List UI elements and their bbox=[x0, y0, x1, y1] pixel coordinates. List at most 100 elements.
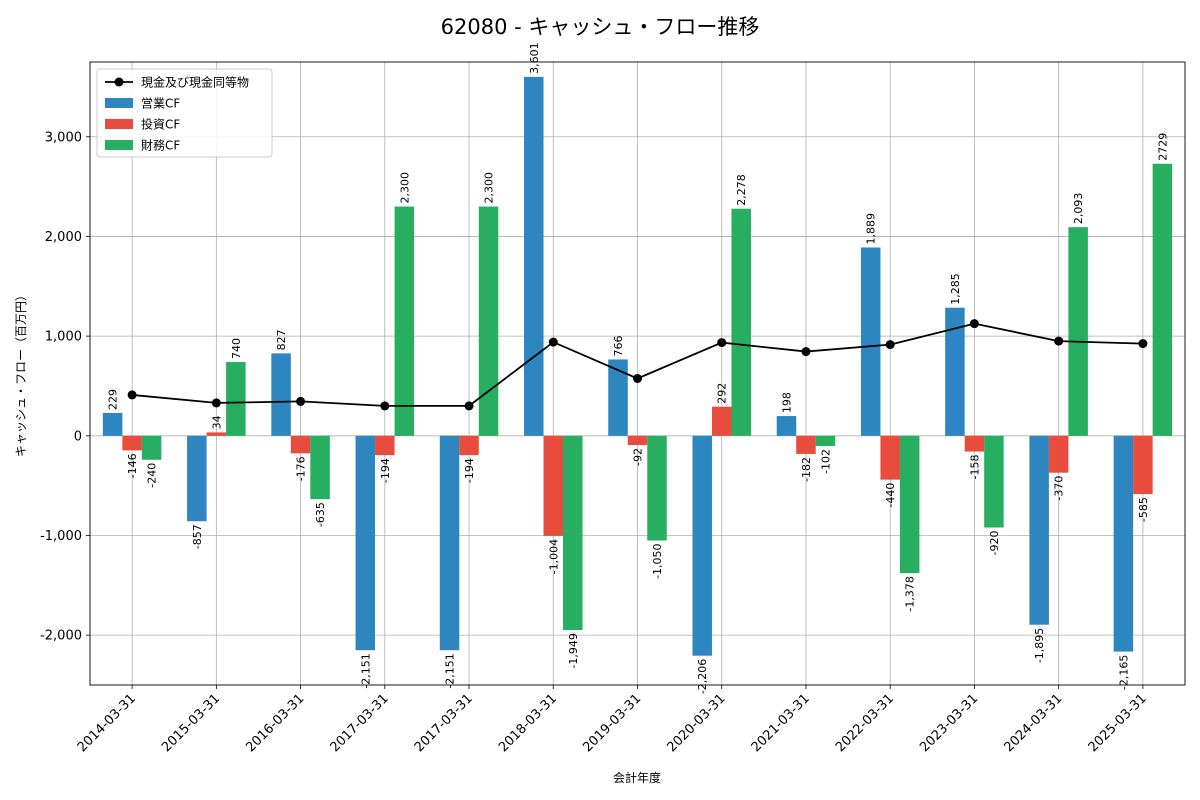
x-tick-label: 2014-03-31 bbox=[75, 691, 139, 755]
bar-value-label: -176 bbox=[295, 456, 308, 481]
bar-financing bbox=[984, 435, 1004, 528]
cash-line-marker bbox=[127, 390, 137, 400]
bar-value-label: -1,378 bbox=[904, 576, 917, 611]
legend-label: 営業CF bbox=[141, 97, 180, 111]
plot-frame bbox=[89, 61, 1186, 686]
bar-financing bbox=[647, 435, 667, 541]
bar-value-label: 1,285 bbox=[949, 273, 962, 305]
bar-investing bbox=[206, 432, 227, 436]
cash-line-marker bbox=[296, 396, 306, 406]
bar-operating bbox=[945, 307, 965, 436]
cash-line bbox=[127, 319, 1148, 411]
data-labels: 229 -857 827 -2,151 -2,151 3,601 766 -2,206 198 1… bbox=[107, 42, 1170, 694]
bar-investing bbox=[122, 435, 142, 451]
cash-line-marker bbox=[380, 401, 390, 411]
bar-financing bbox=[815, 435, 836, 446]
x-tick-label: 2019-03-31 bbox=[580, 691, 644, 755]
bar-value-label: 740 bbox=[230, 338, 243, 359]
legend-label: 現金及び現金同等物 bbox=[141, 75, 249, 90]
bar-value-label: 2,300 bbox=[398, 172, 411, 204]
bar-value-label: 292 bbox=[716, 383, 729, 404]
y-axis-label: キャッシュ・フロー（百万円） bbox=[14, 289, 28, 457]
legend-swatch bbox=[105, 119, 133, 129]
bar-value-label: -857 bbox=[191, 524, 204, 549]
bar-financing bbox=[226, 362, 246, 436]
x-tick-label: 2017-03-31 bbox=[412, 691, 476, 755]
x-axis-label: 会計年度 bbox=[613, 770, 661, 785]
bar-operating bbox=[860, 247, 881, 436]
bar-operating bbox=[608, 359, 628, 436]
cash-line-marker bbox=[633, 373, 642, 383]
bar-investing bbox=[1133, 435, 1153, 495]
bar-value-label: -635 bbox=[314, 502, 327, 527]
cash-line-marker bbox=[464, 401, 474, 411]
legend-swatch bbox=[105, 140, 133, 150]
legend-label: 投資CF bbox=[141, 117, 180, 132]
bar-investing bbox=[543, 435, 564, 536]
bar-investing bbox=[880, 435, 900, 480]
bar-value-label: 827 bbox=[275, 329, 288, 350]
x-tick-label: 2023-03-31 bbox=[917, 691, 981, 755]
bar-value-label: -194 bbox=[463, 458, 476, 483]
bar-value-label: 198 bbox=[780, 392, 793, 413]
bar-value-label: 766 bbox=[612, 335, 625, 356]
bar-operating bbox=[102, 412, 123, 436]
legend-box bbox=[96, 68, 273, 158]
x-tick-label: 2017-03-31 bbox=[328, 691, 392, 755]
bar-value-label: -2,151 bbox=[444, 653, 457, 688]
bar-financing bbox=[899, 435, 920, 574]
bar-value-label: -1,895 bbox=[1033, 628, 1046, 663]
bar-value-label: -2,165 bbox=[1117, 655, 1130, 690]
bar-value-label: -92 bbox=[632, 448, 645, 466]
bar-value-label: 2,278 bbox=[735, 174, 748, 206]
y-tick-label: 1,000 bbox=[45, 330, 82, 345]
x-tick-label: 2016-03-31 bbox=[243, 691, 307, 755]
bar-financing bbox=[1068, 227, 1088, 436]
bar-operating bbox=[439, 435, 460, 651]
bar-investing bbox=[459, 435, 479, 456]
bar-value-label: -585 bbox=[1137, 497, 1150, 522]
bar-value-label: 229 bbox=[107, 389, 120, 410]
x-tick-label: 2021-03-31 bbox=[749, 691, 813, 755]
bar-value-label: -194 bbox=[379, 458, 392, 483]
bar-operating bbox=[355, 435, 376, 651]
bar-operating bbox=[776, 416, 797, 436]
bar-investing bbox=[711, 406, 732, 436]
legend-marker-swatch bbox=[114, 77, 124, 87]
legend-label: 財務CF bbox=[141, 138, 180, 153]
bar-value-label: -1,949 bbox=[567, 633, 580, 668]
bar-operating bbox=[524, 76, 544, 436]
chart-title: 62080 - キャッシュ・フロー推移 bbox=[441, 15, 760, 39]
bar-investing bbox=[375, 435, 395, 456]
x-tick-label: 2025-03-31 bbox=[1086, 691, 1150, 755]
y-tick-label: -1,000 bbox=[40, 529, 82, 544]
bar-operating bbox=[1029, 435, 1049, 625]
bar-value-label: -146 bbox=[126, 453, 139, 478]
bar-financing bbox=[731, 208, 751, 436]
y-tick-label: 3,000 bbox=[45, 130, 82, 145]
cash-line-marker bbox=[211, 398, 221, 408]
bar-value-label: -182 bbox=[800, 457, 813, 482]
y-tick-label: 0 bbox=[74, 429, 82, 444]
bar-value-label: -370 bbox=[1053, 476, 1066, 501]
bar-operating bbox=[1113, 435, 1134, 652]
cash-line-marker bbox=[969, 319, 979, 329]
bar-value-label: 34 bbox=[210, 415, 223, 429]
bar-value-label: -1,004 bbox=[547, 539, 560, 574]
bar-value-label: -440 bbox=[884, 483, 897, 508]
x-tick-label: 2022-03-31 bbox=[833, 691, 897, 755]
bar-value-label: 2,300 bbox=[483, 172, 496, 204]
bar-financing bbox=[394, 206, 415, 436]
bar-financing bbox=[478, 206, 499, 436]
cash-line-marker bbox=[1054, 336, 1064, 346]
bar-investing bbox=[627, 435, 648, 445]
cash-line-marker bbox=[548, 337, 558, 347]
legend-swatch bbox=[105, 98, 133, 108]
bar-financing bbox=[310, 435, 330, 500]
x-tick-label: 2020-03-31 bbox=[665, 691, 729, 755]
bar-value-label: -920 bbox=[988, 531, 1001, 556]
bar-value-label: -2,206 bbox=[696, 659, 709, 694]
cash-line-marker bbox=[717, 338, 727, 348]
